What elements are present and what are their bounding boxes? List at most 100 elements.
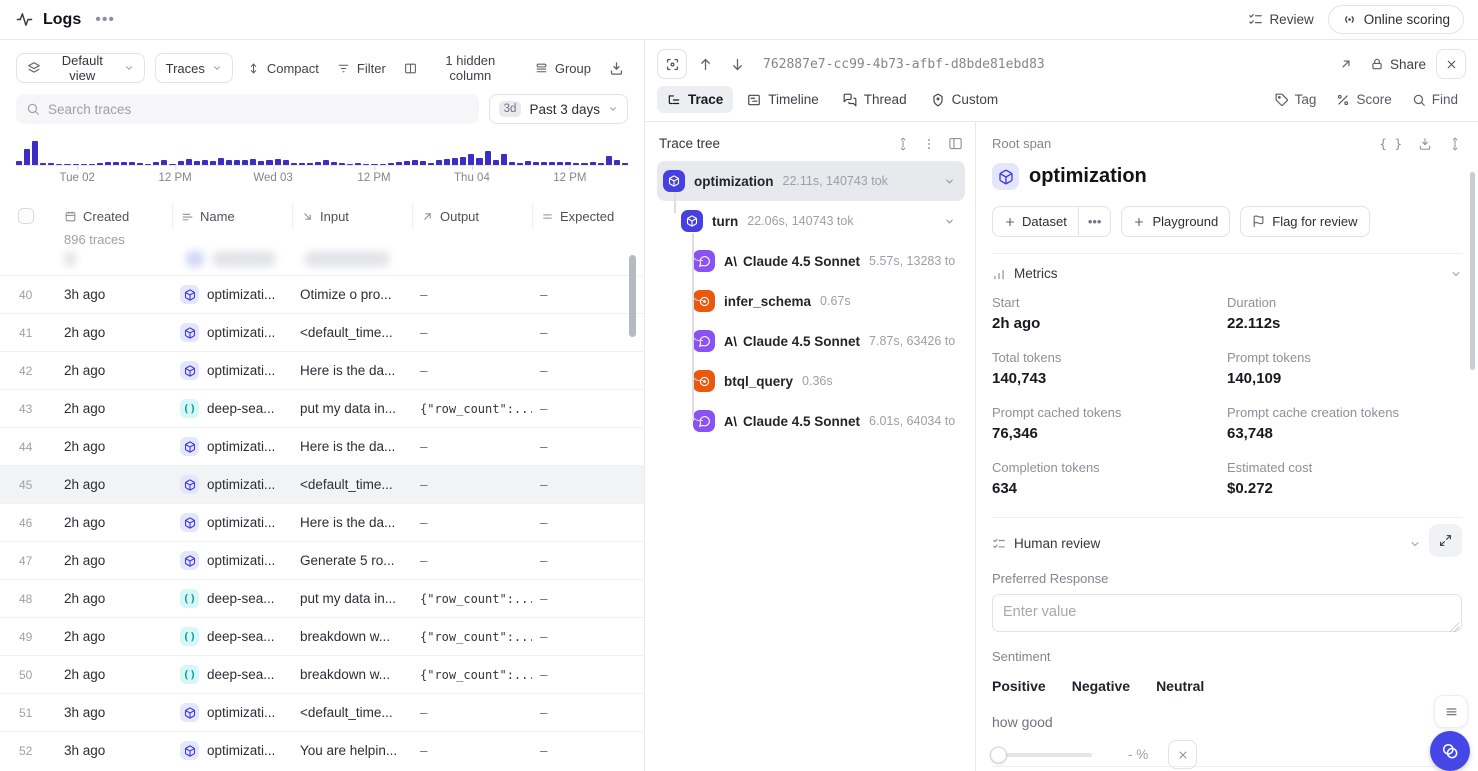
- clear-score-button[interactable]: [1168, 740, 1197, 769]
- histogram-bar: [412, 160, 418, 165]
- group-button[interactable]: Group: [531, 53, 595, 83]
- page-menu-button[interactable]: •••: [91, 11, 119, 29]
- sentiment-neutral-button[interactable]: Neutral: [1156, 676, 1204, 696]
- histogram-bar: [614, 160, 620, 165]
- tab-trace[interactable]: Trace: [657, 86, 733, 113]
- histogram-bar: [493, 160, 499, 165]
- table-row[interactable]: 51 3h ago optimizati... <default_time...…: [0, 693, 644, 731]
- kebab-menu-icon[interactable]: [922, 137, 936, 151]
- sentiment-negative-button[interactable]: Negative: [1072, 676, 1130, 696]
- table-row[interactable]: 45 2h ago optimizati... <default_time...…: [0, 465, 644, 503]
- trace-volume-histogram[interactable]: Tue 0212 PMWed 0312 PMThu 0412 PM: [0, 126, 644, 192]
- histogram-bar: [598, 163, 604, 165]
- histogram-bar: [339, 163, 345, 165]
- search-box[interactable]: [16, 94, 479, 124]
- tag-button[interactable]: Tag: [1267, 87, 1325, 112]
- row-name: optimizati...: [207, 477, 275, 492]
- expand-all-icon[interactable]: [896, 137, 910, 151]
- download-icon[interactable]: [1418, 137, 1432, 151]
- hidden-columns-button[interactable]: 1 hidden column: [400, 53, 521, 83]
- metric-item: Duration 22.112s: [1227, 295, 1462, 332]
- left-panel-scrollbar[interactable]: [629, 255, 636, 337]
- table-row[interactable]: 48 2h ago () deep-sea... put my data in.…: [0, 579, 644, 617]
- dataset-more-button[interactable]: •••: [1078, 206, 1112, 237]
- comments-menu-button[interactable]: [1434, 695, 1468, 728]
- find-button[interactable]: Find: [1404, 87, 1466, 112]
- table-row[interactable]: 40 3h ago optimizati... Otimize o pro...…: [0, 275, 644, 313]
- cube-icon: [180, 741, 199, 760]
- filter-button[interactable]: Filter: [333, 53, 390, 83]
- tree-connector: [692, 327, 703, 341]
- column-header-input[interactable]: Input: [292, 204, 412, 228]
- cube-icon: [180, 703, 199, 722]
- online-scoring-button[interactable]: Online scoring: [1328, 5, 1464, 34]
- tab-thread[interactable]: Thread: [833, 86, 917, 113]
- table-row[interactable]: 43 2h ago () deep-sea... put my data in.…: [0, 389, 644, 427]
- view-selector-button[interactable]: Default view: [16, 53, 145, 83]
- open-fullscreen-icon[interactable]: [1332, 50, 1360, 78]
- tree-node-optimization[interactable]: A\ optimization 22.11s, 140743 tok: [657, 161, 965, 201]
- chevron-down-icon[interactable]: [944, 216, 955, 227]
- cube-icon: [681, 210, 703, 232]
- table-row[interactable]: 46 2h ago optimizati... Here is the da..…: [0, 503, 644, 541]
- assistant-fab[interactable]: [1430, 731, 1470, 771]
- table-row[interactable]: 44 2h ago optimizati... Here is the da..…: [0, 427, 644, 465]
- right-panel-scrollbar[interactable]: [1470, 172, 1475, 370]
- traces-selector-button[interactable]: Traces: [155, 53, 233, 83]
- how-good-slider[interactable]: [992, 753, 1092, 757]
- next-trace-button[interactable]: [723, 50, 751, 78]
- column-header-expected[interactable]: Expected: [532, 204, 644, 228]
- table-row[interactable]: 47 2h ago optimizati... Generate 5 ro...…: [0, 541, 644, 579]
- tree-node-claude-4-5-sonnet[interactable]: A\ Claude 4.5 Sonnet 7.87s, 63426 tok: [657, 321, 965, 361]
- row-expected: –: [532, 515, 644, 530]
- tab-timeline[interactable]: Timeline: [737, 86, 829, 113]
- expand-vertical-icon[interactable]: [1448, 137, 1462, 151]
- resize-handle[interactable]: [1449, 622, 1459, 632]
- sentiment-positive-button[interactable]: Positive: [992, 676, 1046, 696]
- collapse-metrics-icon[interactable]: [1450, 268, 1462, 280]
- tree-node-btql-query[interactable]: A\ btql_query 0.36s: [657, 361, 965, 401]
- histogram-bar: [347, 164, 353, 165]
- add-to-dataset-button[interactable]: Dataset: [992, 206, 1078, 237]
- search-input[interactable]: [48, 102, 469, 117]
- collapse-human-review-icon[interactable]: [1409, 538, 1421, 550]
- share-button[interactable]: Share: [1370, 57, 1426, 72]
- close-panel-button[interactable]: [1436, 49, 1466, 79]
- tree-node-turn[interactable]: A\ turn 22.06s, 140743 tok: [657, 201, 965, 241]
- tree-node-claude-4-5-sonnet[interactable]: A\ Claude 4.5 Sonnet 6.01s, 64034 tok: [657, 401, 965, 441]
- row-expected: –: [532, 477, 644, 492]
- select-all-checkbox[interactable]: [18, 208, 34, 224]
- column-header-created[interactable]: Created: [56, 204, 172, 228]
- table-row[interactable]: 49 2h ago () deep-sea... breakdown w... …: [0, 617, 644, 655]
- expand-human-review-button[interactable]: [1429, 524, 1462, 557]
- review-button[interactable]: Review: [1248, 12, 1313, 27]
- time-range-button[interactable]: 3d Past 3 days: [489, 94, 628, 124]
- metric-value: 634: [992, 480, 1227, 497]
- flag-for-review-button[interactable]: Flag for review: [1240, 206, 1369, 237]
- table-row[interactable]: 50 2h ago () deep-sea... breakdown w... …: [0, 655, 644, 693]
- previous-trace-button[interactable]: [691, 50, 719, 78]
- table-row[interactable]: 42 2h ago optimizati... Here is the da..…: [0, 351, 644, 389]
- compact-toggle-button[interactable]: Compact: [243, 53, 323, 83]
- row-input: put my data in...: [292, 591, 412, 606]
- trace-id[interactable]: 762887e7-cc99-4b73-afbf-d8bde81ebd83: [763, 57, 1045, 72]
- focus-span-button[interactable]: [657, 49, 687, 79]
- table-row[interactable]: 41 2h ago optimizati... <default_time...…: [0, 313, 644, 351]
- export-button[interactable]: [605, 53, 628, 83]
- chevron-down-icon[interactable]: [944, 176, 955, 187]
- column-header-output[interactable]: Output: [412, 204, 532, 228]
- row-created: 2h ago: [56, 667, 172, 682]
- add-to-playground-button[interactable]: Playground: [1121, 206, 1230, 237]
- table-row[interactable]: 52 3h ago optimizati... You are helpin..…: [0, 731, 644, 769]
- json-view-icon[interactable]: { }: [1379, 136, 1402, 151]
- side-panel-icon[interactable]: [948, 136, 963, 151]
- preferred-response-input[interactable]: [992, 594, 1462, 632]
- score-button[interactable]: Score: [1328, 87, 1399, 112]
- row-output: –: [412, 705, 532, 720]
- column-header-name[interactable]: Name: [172, 204, 292, 228]
- tab-custom[interactable]: Custom: [921, 86, 1009, 113]
- tree-node-claude-4-5-sonnet[interactable]: A\ Claude 4.5 Sonnet 5.57s, 13283 tok: [657, 241, 965, 281]
- tree-node-infer-schema[interactable]: A\ infer_schema 0.67s: [657, 281, 965, 321]
- histogram-bar: [97, 163, 103, 165]
- slider-thumb[interactable]: [990, 746, 1007, 763]
